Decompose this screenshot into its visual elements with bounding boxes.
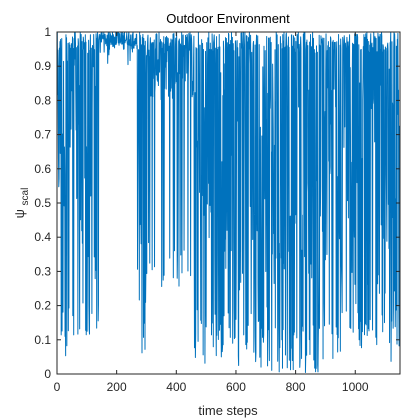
x-tick-label: 800 <box>286 380 306 394</box>
chart-title: Outdoor Environment <box>166 11 290 26</box>
y-tick-label: 0.4 <box>34 230 51 244</box>
x-axis-label: time steps <box>198 403 258 418</box>
y-tick-label: 0 <box>44 367 51 381</box>
x-tick-label: 0 <box>54 380 61 394</box>
y-tick-label: 0.6 <box>34 162 51 176</box>
y-tick-label: 0.7 <box>34 128 51 142</box>
plot-area <box>56 31 401 375</box>
x-tick-label: 600 <box>226 380 246 394</box>
x-tick-label: 200 <box>107 380 127 394</box>
y-axis-label-subscript: scal <box>20 188 31 206</box>
x-tick-label: 1000 <box>342 380 369 394</box>
y-tick-label: 0.8 <box>34 93 51 107</box>
y-tick-label: 0.9 <box>34 59 51 73</box>
y-tick-label: 0.5 <box>34 196 51 210</box>
y-tick-label: 0.1 <box>34 333 51 347</box>
series-line-outdoor <box>56 31 401 374</box>
y-axis-ticks: 0 0.1 0.2 0.3 0.4 0.5 0.6 0.7 0.8 0.9 1 <box>34 25 400 381</box>
y-tick-label: 0.2 <box>34 299 51 313</box>
y-tick-label: 0.3 <box>34 264 51 278</box>
x-axis-ticks: 0 200 400 600 800 1000 <box>54 32 369 394</box>
y-axis-label: ψ scal <box>12 188 31 219</box>
y-axis-label-symbol: ψ <box>12 209 27 218</box>
svg-text:ψ scal: ψ scal <box>12 188 31 219</box>
y-tick-label: 1 <box>44 25 51 39</box>
x-tick-label: 400 <box>166 380 186 394</box>
